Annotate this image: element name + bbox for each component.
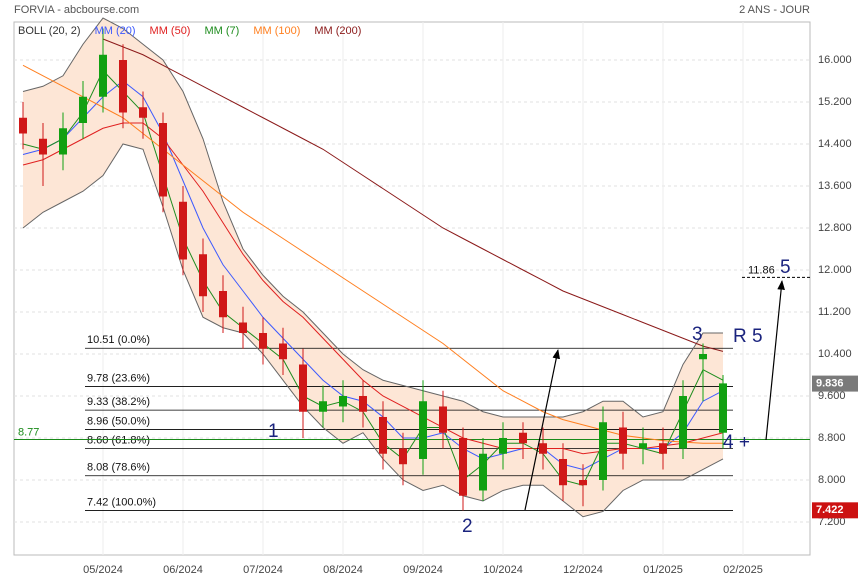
candle-body — [679, 395, 687, 449]
wave-label: 4 + — [723, 432, 750, 453]
fib-label: 8.08 (78.6%) — [87, 462, 150, 474]
fib-label: 7.42 (100.0%) — [87, 496, 156, 508]
candle-body — [279, 343, 287, 360]
band-fill — [23, 18, 723, 517]
fib-label: 9.78 (23.6%) — [87, 372, 150, 384]
x-tick-label: 01/2025 — [643, 564, 683, 576]
legend-entry: MM (7) — [204, 25, 239, 37]
candle-body — [79, 96, 87, 124]
arrow — [765, 280, 785, 441]
x-tick-label: 02/2025 — [723, 564, 763, 576]
candle-body — [59, 128, 67, 155]
fib-label: 8.96 (50.0%) — [87, 415, 150, 427]
y-tick-label: 16.000 — [818, 54, 852, 66]
candle-body — [519, 432, 527, 444]
candle-body — [599, 422, 607, 480]
candle-body — [639, 443, 647, 449]
y-tick-label: 11.200 — [818, 306, 851, 318]
chart-title: FORVIA - abcbourse.com — [14, 4, 139, 16]
price-tag — [812, 375, 858, 392]
x-tick-label: 06/2024 — [163, 564, 203, 576]
price-tag-label: 7.422 — [816, 504, 844, 516]
y-tick-label: 10.400 — [818, 348, 852, 360]
y-tick-label: 8.000 — [818, 474, 846, 486]
candle-body — [319, 401, 327, 412]
wave-label: 5 — [780, 257, 791, 278]
candle-body — [259, 332, 267, 349]
candle-body — [499, 437, 507, 454]
y-tick-label: 9.600 — [818, 390, 846, 402]
candle-body — [39, 138, 47, 155]
candle-body — [339, 395, 347, 407]
candle-body — [379, 416, 387, 454]
legend-entry: MM (100) — [253, 25, 300, 37]
candle-body — [699, 353, 707, 360]
candle-body — [659, 443, 667, 454]
x-tick-label: 07/2024 — [243, 564, 283, 576]
target-label: 11.86 — [748, 264, 775, 276]
wave-label: 2 — [462, 516, 473, 537]
support-label: 8.77 — [18, 426, 39, 438]
y-tick-label: 12.800 — [818, 222, 852, 234]
candle-body — [579, 479, 587, 486]
candle-body — [559, 458, 567, 486]
legend-entry: MM (200) — [314, 25, 361, 37]
x-tick-label: 10/2024 — [483, 564, 523, 576]
candle-body — [359, 395, 367, 412]
x-tick-label: 09/2024 — [403, 564, 443, 576]
legend-entry: MM (20) — [95, 25, 136, 37]
y-tick-label: 8.800 — [818, 432, 846, 444]
period-label: 2 ANS - JOUR — [739, 4, 810, 16]
x-tick-label: 05/2024 — [83, 564, 123, 576]
y-tick-label: 13.600 — [818, 180, 852, 192]
candle-body — [19, 117, 27, 134]
moving-average — [102, 38, 724, 352]
y-tick-label: 12.000 — [818, 264, 852, 276]
fib-label: 8.60 (61.8%) — [87, 434, 150, 446]
candle-body — [219, 290, 227, 318]
candle-body — [139, 107, 147, 118]
band-upper — [22, 17, 723, 418]
candle-body — [399, 448, 407, 465]
candle-body — [199, 254, 207, 297]
legend-entry: BOLL (20, 2) — [18, 25, 81, 37]
candle-body — [119, 60, 127, 113]
candle-body — [419, 401, 427, 459]
legend-entry: MM (50) — [150, 25, 191, 37]
candle-body — [179, 201, 187, 260]
candle-body — [239, 322, 247, 333]
candle-body — [99, 54, 107, 97]
candle-body — [539, 443, 547, 454]
candle-body — [159, 123, 167, 197]
price-tag-label: 9.836 — [816, 378, 844, 390]
resistance-label: R 5 — [733, 326, 763, 347]
y-tick-label: 14.400 — [818, 138, 852, 150]
candle-body — [479, 453, 487, 491]
x-tick-label: 08/2024 — [323, 564, 363, 576]
y-tick-label: 15.200 — [818, 96, 852, 108]
candle-body — [459, 437, 467, 496]
fib-label: 9.33 (38.2%) — [87, 396, 150, 408]
wave-label: 3 — [692, 324, 703, 345]
candle-body — [619, 427, 627, 454]
candle-body — [299, 364, 307, 412]
fib-label: 10.51 (0.0%) — [87, 334, 150, 346]
y-tick-label: 7.200 — [818, 516, 846, 528]
arrow — [524, 349, 561, 511]
price-tag — [812, 502, 858, 519]
band-lower — [22, 143, 724, 518]
candle-body — [439, 406, 447, 433]
wave-label: 1 — [268, 421, 279, 442]
candle-body — [719, 383, 727, 433]
x-tick-label: 12/2024 — [563, 564, 603, 576]
